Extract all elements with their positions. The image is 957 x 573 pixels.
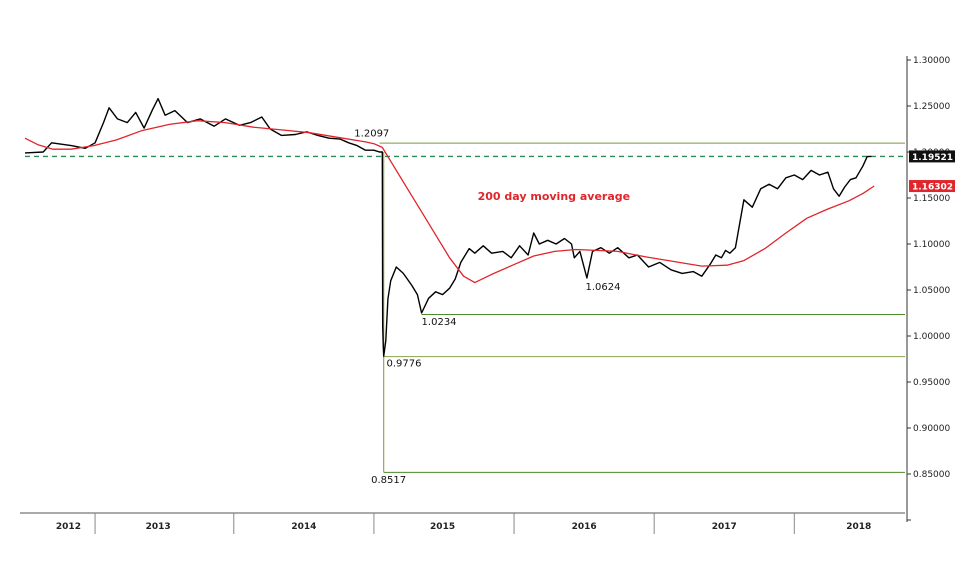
moving-average-line <box>24 120 875 284</box>
price-badge-1: 1.16302 <box>912 183 953 193</box>
x-tick-label-2: 2014 <box>291 522 316 532</box>
y-tick-label-3: 1.15000 <box>913 194 950 204</box>
level-annotation-3: 0.8517 <box>371 475 406 486</box>
y-tick-label-1: 1.25000 <box>913 102 950 112</box>
series-layer <box>24 97 875 357</box>
y-tick-label-9: 0.85000 <box>913 470 950 480</box>
x-tick-label-3: 2015 <box>430 522 455 532</box>
y-tick-label-6: 1.00000 <box>913 332 950 342</box>
annotations: 1.2097 1.0234 0.9776 0.8517 1.0624 200 day mo… <box>354 128 955 486</box>
level-annotation-1: 1.0234 <box>422 317 457 328</box>
y-tick-label-7: 0.95000 <box>913 378 950 388</box>
x-tick-label-0: 2012 <box>56 522 81 532</box>
x-tick-label-4: 2016 <box>572 522 597 532</box>
price-badge-bg-1 <box>909 180 955 193</box>
x-tick-label-5: 2017 <box>712 522 737 532</box>
price-badge-bg-0 <box>909 150 955 163</box>
price-line <box>24 97 872 357</box>
reference-lines <box>25 142 905 473</box>
moving-average-label: 200 day moving average <box>478 190 630 203</box>
price-badge-0: 1.19521 <box>912 153 953 163</box>
x-tick-label-6: 2018 <box>846 522 871 532</box>
y-tick-label-4: 1.10000 <box>913 240 950 250</box>
y-tick-label-8: 0.90000 <box>913 424 950 434</box>
y-tick-label-0: 1.30000 <box>913 56 950 66</box>
level-annotation-2: 0.9776 <box>387 358 422 369</box>
axes: 1.300001.250001.200001.150001.100001.050… <box>20 56 950 534</box>
y-tick-label-5: 1.05000 <box>913 286 950 296</box>
level-annotation-0: 1.2097 <box>354 128 389 139</box>
x-tick-label-1: 2013 <box>146 522 171 532</box>
level-annotation-4: 1.0624 <box>586 282 621 293</box>
